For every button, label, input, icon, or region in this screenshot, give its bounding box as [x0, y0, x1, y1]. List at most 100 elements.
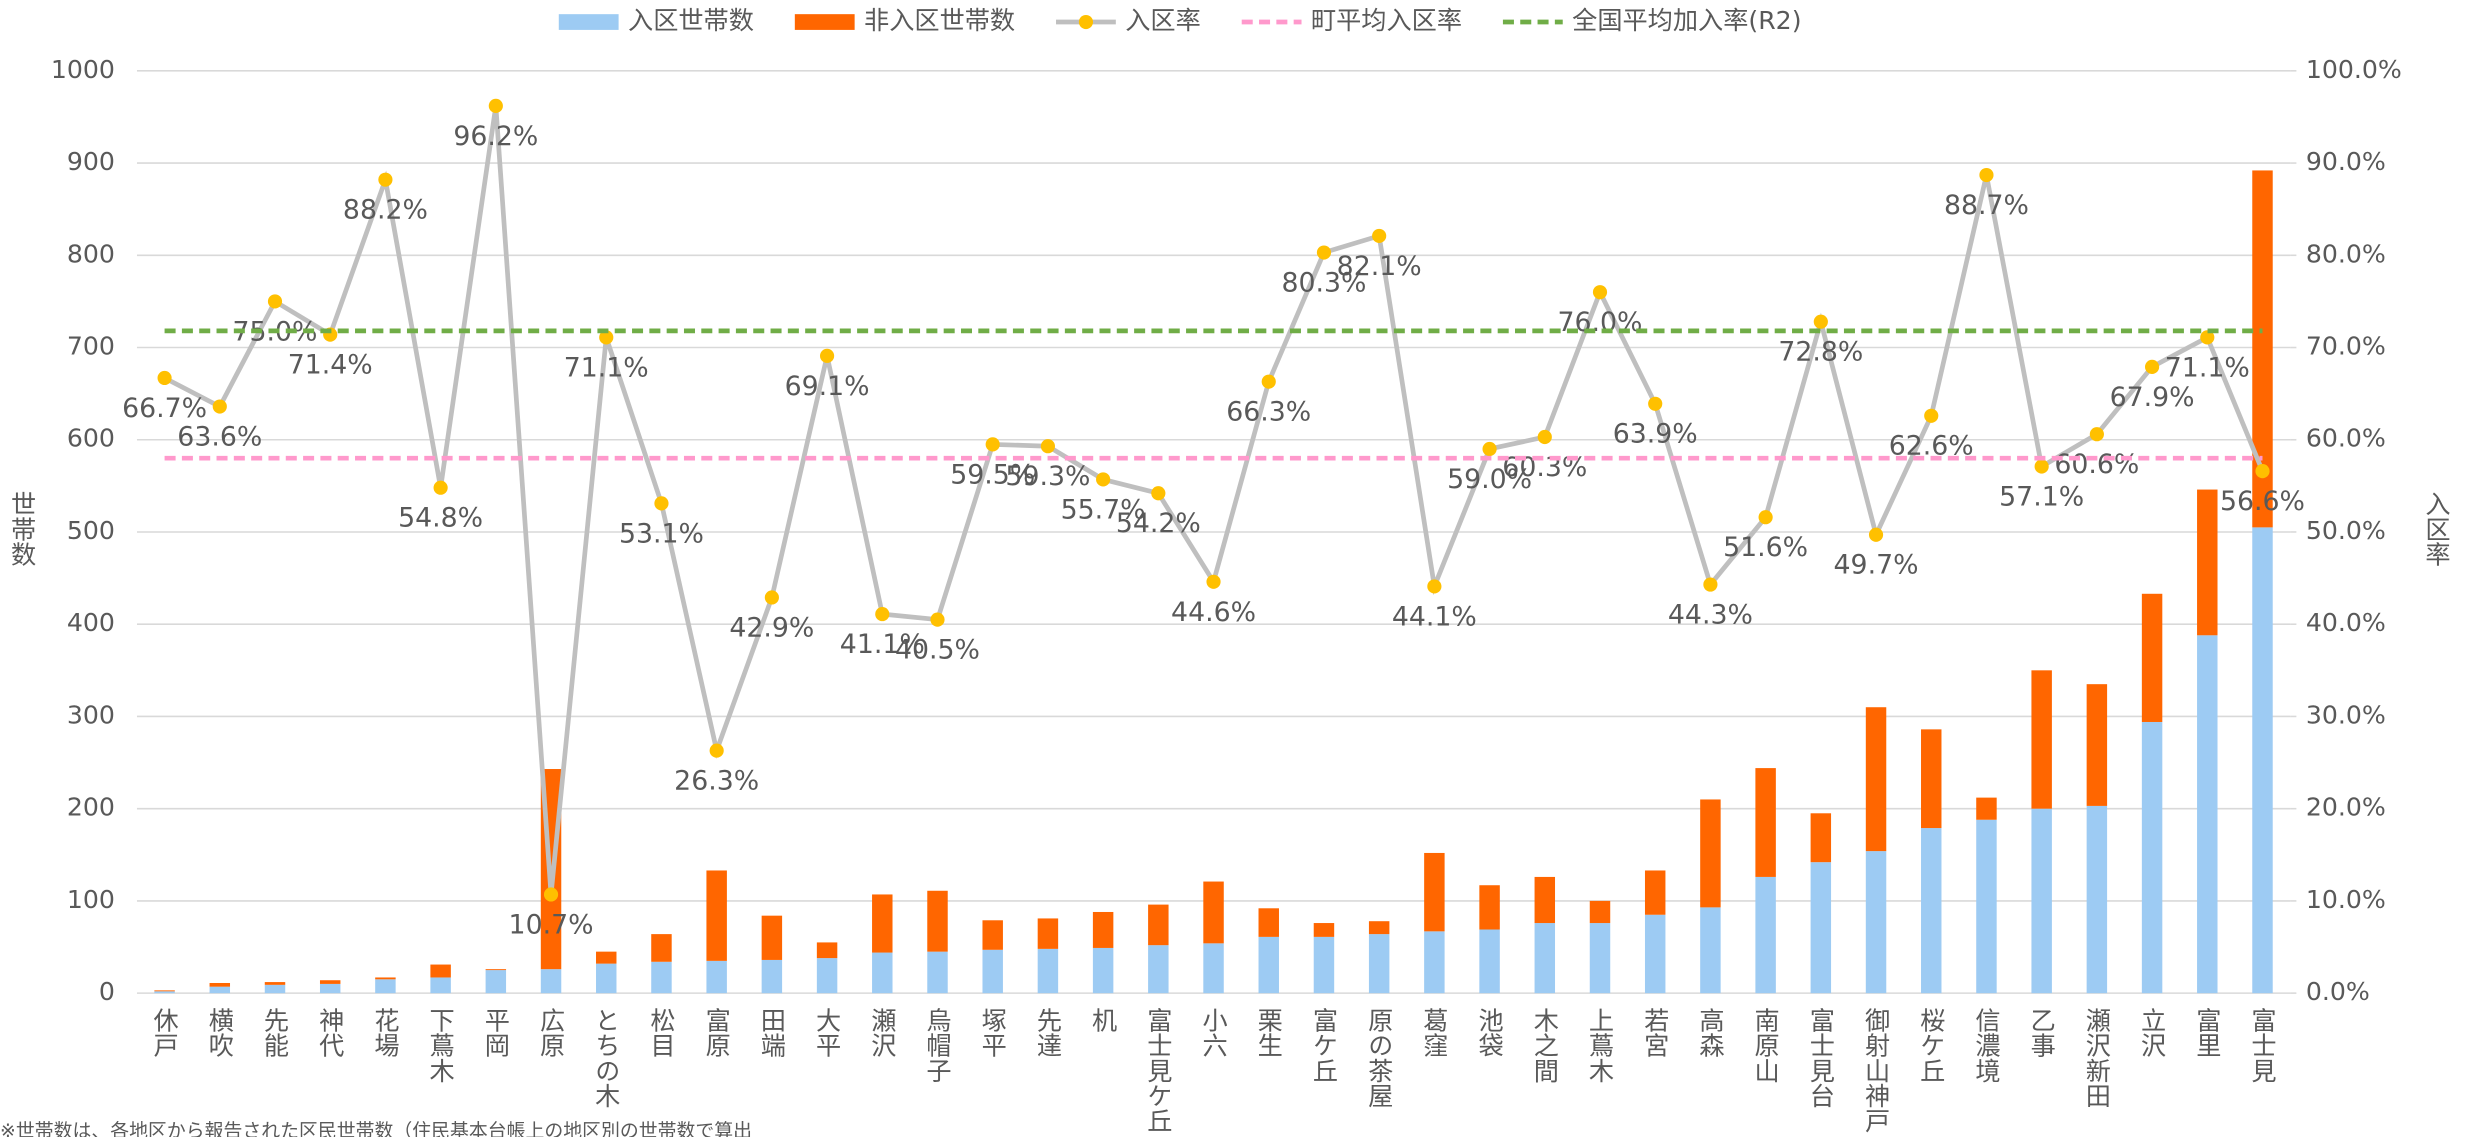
bar-segment: [1865, 707, 1887, 852]
x-tick-label: 下蔦木: [426, 1007, 455, 1083]
y2-tick-label: 100.0%: [2306, 55, 2402, 84]
rate-marker: [1096, 472, 1111, 487]
y-tick-label: 400: [67, 608, 115, 637]
data-label: 63.6%: [177, 422, 262, 453]
bar-segment: [982, 949, 1003, 994]
legend-label: 非入区世帯数: [864, 6, 1015, 35]
bar-segment: [2252, 170, 2273, 528]
x-tick-label: 上蔦木: [1585, 1007, 1614, 1083]
rate-marker: [2255, 464, 2270, 479]
bar-segment: [1313, 923, 1335, 937]
y2-tick-label: 30.0%: [2306, 700, 2386, 729]
rate-marker: [267, 294, 283, 309]
rate-marker: [1372, 228, 1387, 244]
data-label: 44.1%: [1392, 601, 1477, 632]
bar-segment: [1479, 885, 1500, 930]
y-tick-label: 900: [67, 147, 115, 176]
y-tick-label: 500: [67, 516, 115, 545]
data-label: 60.6%: [2054, 449, 2139, 480]
x-tick-label: 先達: [1033, 1007, 1062, 1057]
x-tick-label: 広原: [537, 1007, 566, 1057]
footnote: ※世帯数は、各地区から報告された区民世帯数（住民基本台帳上の地区別の世帯数で算出: [0, 1120, 752, 1137]
data-label: 49.7%: [1834, 550, 1919, 581]
x-tick-label: 栗生: [1254, 1007, 1283, 1057]
data-label: 51.6%: [1723, 532, 1808, 563]
rate-marker: [930, 612, 945, 627]
legend-swatch: [794, 14, 855, 30]
bar-segment: [1424, 852, 1445, 932]
y-tick-label: 800: [67, 239, 115, 268]
y-tick-label: 200: [67, 793, 115, 822]
y-tick-label: 100: [67, 885, 115, 914]
x-tick-label: 木之間: [1530, 1007, 1559, 1083]
bar-segment: [1313, 936, 1335, 994]
bar-segment: [485, 969, 507, 971]
data-label: 88.7%: [1944, 190, 2029, 221]
rate-marker: [1592, 285, 1608, 300]
bar-segment: [2086, 805, 2108, 994]
legend-label: 町平均入区率: [1311, 6, 1462, 35]
bar-segment: [706, 960, 727, 994]
x-tick-label: とちの木: [592, 1007, 621, 1108]
bar-segment: [375, 977, 396, 980]
bar-segment: [540, 969, 562, 994]
y2-tick-label: 90.0%: [2306, 147, 2386, 176]
bar-segment: [1976, 797, 1997, 820]
bar-segment: [430, 977, 451, 994]
y2-tick-label: 20.0%: [2306, 793, 2386, 822]
rate-marker: [1648, 396, 1663, 411]
bar-segment: [761, 915, 783, 960]
rate-marker: [2034, 459, 2049, 474]
x-tick-label: 瀬沢: [868, 1007, 897, 1057]
bar-segment: [1037, 918, 1059, 949]
legend-label: 全国平均加入率(R2): [1572, 6, 1801, 35]
rate-marker: [212, 399, 227, 414]
x-tick-label: 原の茶屋: [1365, 1007, 1394, 1108]
bar-segment: [816, 958, 838, 994]
bar-segment: [2141, 721, 2163, 994]
bar-segment: [1148, 904, 1169, 946]
rate-marker: [1206, 574, 1221, 589]
x-tick-label: 机: [1089, 1007, 1118, 1032]
x-tick-label: 塚平: [978, 1007, 1007, 1057]
data-label: 80.3%: [1281, 268, 1366, 299]
rate-marker: [1040, 439, 1055, 454]
legend-marker: [1078, 14, 1094, 30]
rate-marker: [1261, 374, 1276, 389]
x-tick-label: 富士見: [2248, 1007, 2277, 1083]
x-tick-label: 桜ケ丘: [1917, 1007, 1946, 1083]
x-tick-label: 田端: [757, 1007, 786, 1057]
rate-marker: [1813, 314, 1828, 329]
data-label: 66.7%: [122, 393, 207, 424]
y2-tick-label: 80.0%: [2306, 239, 2386, 268]
bar-segment: [1368, 934, 1390, 994]
rate-marker: [875, 606, 890, 622]
bar-segment: [1092, 947, 1114, 994]
x-tick-label: 大平: [813, 1007, 842, 1057]
bar-segment: [2031, 808, 2052, 994]
y2-tick-label: 10.0%: [2306, 885, 2386, 914]
bar-segment: [1092, 911, 1114, 948]
rate-marker: [2144, 359, 2160, 374]
rate-marker: [1703, 577, 1718, 592]
bar-segment: [319, 980, 341, 984]
bar-segment: [1258, 908, 1279, 937]
bar-segment: [927, 890, 948, 952]
bar-segment: [1755, 768, 1776, 877]
data-label: 53.1%: [619, 518, 704, 549]
legend-label: 入区世帯数: [628, 6, 754, 35]
bar-segment: [1810, 862, 1832, 994]
rate-marker: [543, 887, 559, 902]
rate-marker: [1979, 167, 1994, 183]
bar-segment: [651, 961, 672, 994]
bar-segment: [2141, 593, 2163, 722]
rate-marker: [985, 437, 1000, 452]
rate-marker: [1758, 510, 1773, 525]
rate-marker: [433, 480, 448, 495]
rate-marker: [709, 743, 724, 758]
legend-swatch: [558, 14, 619, 30]
bar-segment: [706, 870, 727, 961]
bar-segment: [154, 991, 175, 994]
bar-segment: [2086, 684, 2108, 806]
y2-tick-label: 0.0%: [2306, 977, 2370, 1006]
